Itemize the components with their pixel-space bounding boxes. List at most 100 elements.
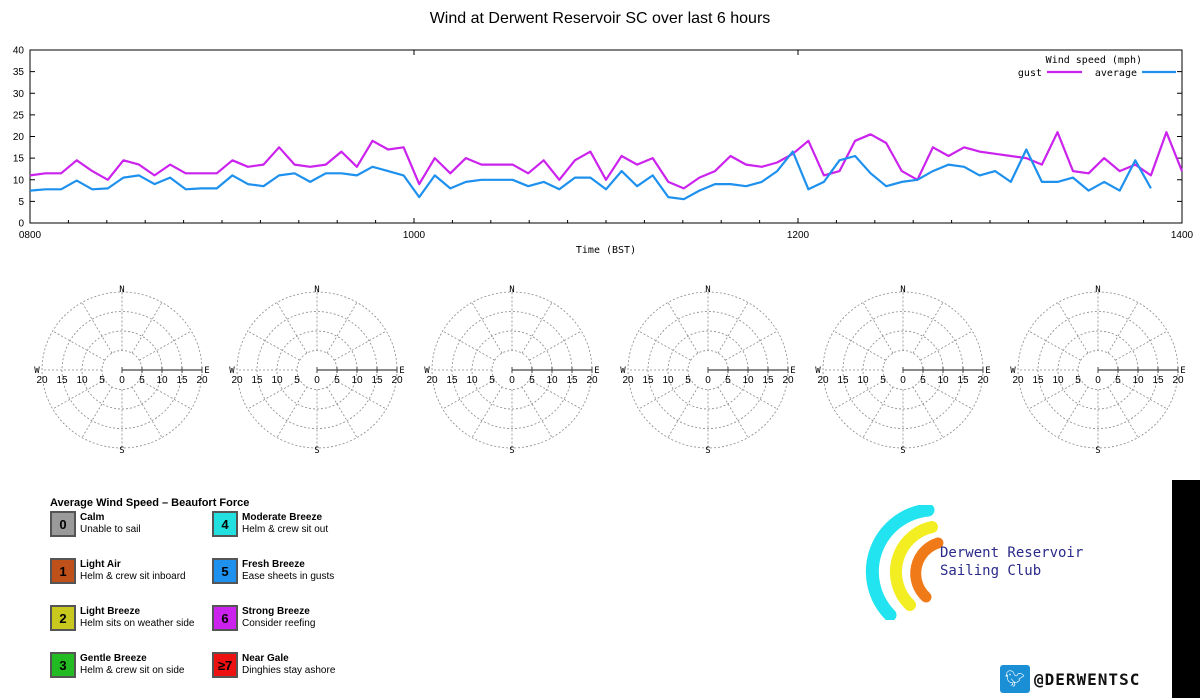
rose-spoke (442, 379, 495, 410)
rose-spoke (1028, 330, 1081, 361)
rose-scale-label: 5 (529, 375, 535, 386)
beaufort-legend: Average Wind Speed – Beaufort Force 0 Cal… (50, 497, 380, 678)
rose-label-n: N (705, 285, 710, 295)
rose-scale-label: 10 (351, 375, 363, 386)
rose-scale-label: 0 (314, 375, 320, 386)
wind-speed-chart: 0 5 10 15 20 25 30 35 40 0800 1000 1200 1400 Time (BS… (13, 46, 1194, 257)
rose-spoke (247, 330, 300, 361)
rose-scale-label: 15 (56, 375, 68, 386)
rose-spoke (471, 302, 503, 354)
rose-spoke (717, 386, 749, 438)
legend-title: Wind speed (mph) (1046, 55, 1142, 66)
rose-scale-label: 5 (294, 375, 300, 386)
rose-scale-label: 0 (119, 375, 125, 386)
rose-spoke (276, 302, 308, 354)
rose-spoke (717, 302, 749, 354)
rose-label-w: W (229, 366, 235, 376)
beaufort-name: Light Breeze (80, 606, 141, 617)
rose-scale-label: 15 (1032, 375, 1044, 386)
rose-scale-label: 20 (391, 375, 403, 386)
rose-spoke (638, 330, 691, 361)
rose-scale-label: 15 (566, 375, 578, 386)
wind-rose: N S E W 20 15 10 5 0 5 10 15 20 (1006, 280, 1191, 460)
rose-scale-label: 5 (1115, 375, 1121, 386)
rose-scale-label: 10 (857, 375, 869, 386)
rose-spoke (1107, 386, 1139, 438)
rose-scale-label: 10 (1132, 375, 1144, 386)
beaufort-name: Light Air (80, 559, 121, 570)
rose-spoke (920, 379, 973, 410)
rose-scale-label: 15 (176, 375, 188, 386)
rose-spoke (1057, 386, 1089, 438)
rose-label-s: S (314, 446, 319, 456)
rose-scale-label: 5 (1075, 375, 1081, 386)
beaufort-force-box: ≥7 (212, 652, 238, 678)
club-logo: Derwent Reservoir Sailing Club (850, 503, 1090, 622)
rose-scale-label: 20 (977, 375, 989, 386)
rose-scale-label: 5 (725, 375, 731, 386)
rose-spoke (638, 379, 691, 410)
rose-scale-label: 10 (662, 375, 674, 386)
wind-rose: N S E W 20 15 10 5 0 5 10 15 20 (420, 280, 605, 460)
rose-label-s: S (900, 446, 905, 456)
rose-scale-label: 5 (489, 375, 495, 386)
sail-arcs-icon (865, 503, 944, 622)
rose-spoke (276, 386, 308, 438)
beaufort-name: Strong Breeze (242, 606, 310, 617)
rose-spoke (81, 302, 113, 354)
rose-label-w: W (1010, 366, 1016, 376)
rose-spoke (833, 330, 886, 361)
beaufort-desc: Ease sheets in gusts (242, 571, 335, 582)
y-tick-label: 15 (13, 154, 25, 165)
rose-scale-label: 10 (156, 375, 168, 386)
rose-spoke (529, 379, 582, 410)
series-line-gust (29, 131, 1184, 190)
wind-rose: N S E W 20 15 10 5 0 5 10 15 20 (225, 280, 410, 460)
rose-scale-label: 20 (1012, 375, 1024, 386)
plot-frame (29, 49, 1183, 224)
rose-scale-label: 15 (762, 375, 774, 386)
rose-spoke (326, 386, 358, 438)
beaufort-item: 3 Gentle Breeze Helm & crew sit on side (50, 652, 210, 686)
rose-label-s: S (509, 446, 514, 456)
beaufort-force-box: 4 (212, 511, 238, 537)
beaufort-item: 1 Light Air Helm & crew sit inboard (50, 558, 210, 592)
beaufort-item: ≥7 Near Gale Dinghies stay ashore (212, 652, 372, 686)
x-tick-label: 1400 (1171, 230, 1194, 241)
rose-scale-label: 5 (99, 375, 105, 386)
rose-scale-label: 20 (782, 375, 794, 386)
rose-scale-label: 20 (586, 375, 598, 386)
rose-scale-label: 10 (1052, 375, 1064, 386)
rose-scale-label: 15 (251, 375, 263, 386)
rose-label-e: E (790, 366, 795, 376)
rose-scale-label: 10 (546, 375, 558, 386)
rose-scale-label: 15 (371, 375, 383, 386)
y-tick-label: 10 (13, 175, 25, 186)
rose-spoke (334, 330, 387, 361)
beaufort-legend-title: Average Wind Speed – Beaufort Force (50, 497, 250, 509)
chart-title: Wind at Derwent Reservoir SC over last 6… (429, 10, 771, 27)
twitter-handle-text: @DERWENTSC (1034, 669, 1141, 689)
rose-spoke (920, 330, 973, 361)
twitter-handle[interactable]: 🐦︎ @DERWENTSC (1000, 664, 1140, 694)
rose-scale-label: 15 (642, 375, 654, 386)
rose-spoke (1115, 330, 1168, 361)
rose-label-w: W (620, 366, 626, 376)
rose-label-s: S (705, 446, 710, 456)
rose-spoke (1107, 302, 1139, 354)
rose-spoke (912, 302, 944, 354)
rose-spoke (139, 330, 192, 361)
y-tick-label: 30 (13, 89, 25, 100)
legend-label-average: average (1095, 68, 1137, 79)
beaufort-desc: Helm & crew sit on side (80, 665, 185, 676)
wind-rose: N S E W 20 15 10 5 0 5 10 15 20 (30, 280, 215, 460)
rose-label-e: E (985, 366, 990, 376)
y-tick-label: 20 (13, 132, 25, 143)
beaufort-desc: Helm & crew sit out (242, 524, 329, 535)
rose-scale-label: 10 (742, 375, 754, 386)
rose-scale-label: 15 (446, 375, 458, 386)
legend-label-gust: gust (1018, 68, 1042, 79)
beaufort-item: 0 Calm Unable to sail (50, 511, 210, 545)
rose-scale-label: 5 (334, 375, 340, 386)
